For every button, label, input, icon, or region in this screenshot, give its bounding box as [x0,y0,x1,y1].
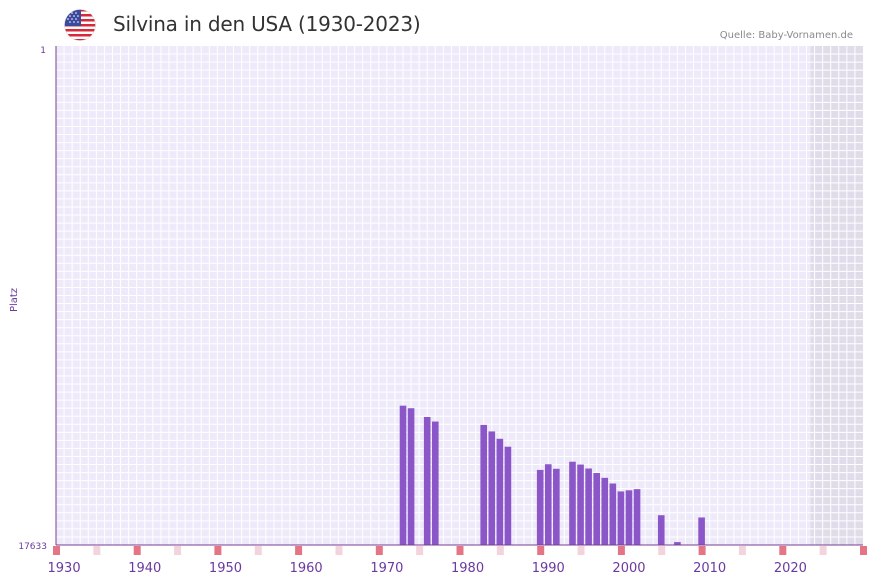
half-decade-marker [496,546,504,555]
decade-marker [779,546,787,555]
bar-2006 [674,542,681,545]
half-decade-marker [416,546,424,555]
bar-1996 [593,473,600,545]
bar-1991 [553,468,560,545]
half-decade-marker [174,546,182,555]
half-decade-marker [254,546,262,555]
bar-2004 [657,515,665,545]
bar-1997 [601,477,609,545]
bar-2009 [698,517,705,545]
bar-1984 [496,438,504,545]
x-tick-label-2010: 2010 [693,561,726,576]
half-decade-marker [93,546,101,555]
half-decade-marker [335,546,343,555]
x-tick-label-1960: 1960 [290,561,323,576]
x-tick-label-2020: 2020 [774,561,807,576]
half-decade-marker [819,546,827,555]
bar-1998 [609,483,617,545]
x-tick-label-1930: 1930 [48,561,81,576]
bar-1990 [544,464,552,545]
bar-1994 [577,464,584,545]
bar-1995 [585,468,592,545]
grid-lines [56,46,863,545]
bar-1982 [480,424,488,545]
x-tick-label-1940: 1940 [128,561,161,576]
bar-1972 [399,405,407,545]
bar-1973 [407,408,415,545]
y-axis-label: Platz [9,288,20,312]
bar-series [399,405,705,545]
decade-marker [537,546,545,555]
bar-1989 [536,469,544,545]
decade-marker [698,546,706,555]
x-tick-label-1990: 1990 [532,561,565,576]
half-decade-marker [658,546,666,555]
x-tick-label-1950: 1950 [209,561,242,576]
y-tick-label-bottom: 17633 [18,542,47,552]
bar-2001 [633,489,641,545]
decade-marker [860,546,867,555]
bar-1985 [504,446,512,545]
decade-marker [53,546,60,555]
axes [55,46,863,546]
bar-2000 [625,490,633,545]
half-decade-marker [577,546,585,555]
decade-marker [456,546,464,555]
bar-1976 [431,421,439,545]
us-flag-icon [64,9,96,41]
bar-1975 [423,416,431,545]
decade-marker [617,546,625,555]
decade-marker [375,546,383,555]
bar-1983 [488,431,496,545]
decade-marker [133,546,141,555]
half-decade-marker [738,546,746,555]
source-label: Quelle: Baby-Vornamen.de [719,30,853,41]
x-tick-label-1980: 1980 [451,561,484,576]
y-tick-labels: 1 17633 [18,46,47,552]
x-tick-label-2000: 2000 [612,561,645,576]
bar-1999 [617,491,625,545]
chart-title: Silvina in den USA (1930-2023) [113,12,421,36]
bar-1993 [569,461,576,545]
decade-marker [295,546,303,555]
y-tick-label-top: 1 [40,46,46,56]
x-tick-label-1970: 1970 [370,561,403,576]
decade-marker [214,546,222,555]
year-markers [53,546,867,555]
x-tick-labels: 1930 1940 1950 1960 1970 1980 1990 2000 2010 2020 [48,561,807,576]
